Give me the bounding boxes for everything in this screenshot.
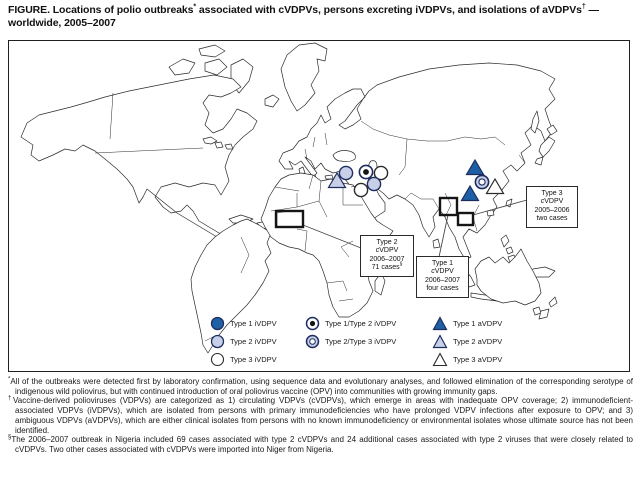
legend-item-type1-type2-ivdpv: Type 1/Type 2 iVDPV	[305, 314, 396, 332]
legend-label: Type 2 aVDPV	[453, 336, 503, 346]
map-marker-type2-ivdpv-turkey	[338, 165, 354, 181]
legend-item-type1-avdpv: Type 1 aVDPV	[432, 314, 502, 332]
title-footnote-marker-dagger: †	[581, 3, 586, 11]
callout-type-line: Type 3	[541, 190, 563, 197]
title-footnote-marker-asterisk: *	[193, 3, 197, 11]
continent-outlines	[20, 42, 558, 354]
map-marker-type3-ivdpv-caspian	[373, 165, 389, 181]
legend-item-type3-ivdpv: Type 3 iVDPV	[210, 350, 277, 368]
type1-ivdpv-circle-icon	[210, 316, 225, 330]
legend-label: Type 3 iVDPV	[230, 354, 277, 364]
callout-type3-cvdpv: Type 3 cVDPV 2005–2006 two cases	[526, 186, 578, 228]
legend-column-ivdpv-solid: Type 1 iVDPV Type 2 iVDPV Type 3 iVDPV	[210, 314, 277, 368]
leader-type3	[472, 199, 528, 216]
outbreak-box-west-africa	[274, 209, 305, 229]
legend-label: Type 2/Type 3 iVDPV	[325, 336, 397, 346]
type3-ivdpv-circle-icon	[210, 352, 225, 366]
map-marker-type2-ivdpv-iran	[366, 176, 382, 192]
callout-years-line: 2006–2007	[424, 276, 461, 284]
legend-item-type1-ivdpv: Type 1 iVDPV	[210, 314, 277, 332]
callout-cases-line: four cases	[426, 285, 459, 293]
callout-type1-cvdpv: Type 1 cVDPV 2006–2007 four cases	[416, 256, 469, 298]
callout-virus-line: cVDPV	[375, 247, 399, 255]
footnote-dagger: †Vaccine-derived polioviruses (VDPVs) ar…	[8, 395, 633, 435]
legend-label: Type 1/Type 2 iVDPV	[325, 318, 397, 328]
outbreak-box-southeast-asia-west	[438, 196, 459, 217]
map-marker-type2-avdpv-middle-east	[327, 171, 347, 189]
map-marker-type3-avdpv-china-east	[485, 177, 505, 195]
legend-label: Type 1 iVDPV	[230, 318, 277, 328]
leader-type2	[302, 224, 362, 249]
callout-years-line: 2006–2007	[369, 255, 405, 263]
legend-label: Type 1 aVDPV	[453, 318, 503, 328]
legend-item-type3-avdpv: Type 3 aVDPV	[432, 350, 502, 368]
callout-type-line: Type 1	[431, 260, 453, 267]
footnotes-block: *All of the outbreaks were detected firs…	[8, 376, 633, 455]
callout-virus-line: cVDPV	[540, 198, 564, 206]
legend-item-type2-type3-ivdpv: Type 2/Type 3 iVDPV	[305, 332, 396, 350]
type1-avdpv-triangle-icon	[432, 315, 448, 330]
footnote-section: §The 2006–2007 outbreak in Nigeria inclu…	[8, 434, 633, 454]
type2-ivdpv-circle-icon	[210, 334, 225, 348]
legend-column-ivdpv-mixed: Type 1/Type 2 iVDPV Type 2/Type 3 iVDPV	[305, 314, 396, 350]
callout-years-line: 2005–2006	[534, 206, 570, 214]
data-marker-layer	[274, 158, 528, 258]
type3-avdpv-triangle-icon	[432, 351, 448, 366]
title-text-2: associated with cVDPVs, persons excretin…	[196, 4, 582, 16]
world-map	[20, 42, 558, 354]
map-marker-type1-avdpv-china-north	[465, 158, 485, 176]
callout-cases-line: two cases	[536, 215, 568, 223]
world-map-panel: Type 2 cVDPV 2006–2007 71 cases§ Type 1 …	[8, 40, 630, 372]
legend-item-type2-avdpv: Type 2 aVDPV	[432, 332, 502, 350]
title-text-3: — worldwide, 2005–2007	[8, 4, 599, 29]
legend-column-avdpv: Type 1 aVDPV Type 2 aVDPV Type 3 aVDPV	[432, 314, 502, 368]
country-borders	[94, 92, 526, 342]
callout-type-line: Type 2	[376, 239, 398, 246]
legend-label: Type 2 iVDPV	[230, 336, 277, 346]
title-text-1: FIGURE. Locations of polio outbreaks	[8, 4, 194, 16]
type2-type3-ivdpv-double-ring-icon	[305, 334, 320, 348]
map-marker-type3-ivdpv-levant	[353, 182, 369, 198]
callout-virus-line: cVDPV	[431, 268, 454, 276]
legend-label: Type 3 aVDPV	[453, 354, 503, 364]
type2-avdpv-triangle-icon	[432, 333, 448, 348]
outbreak-box-southeast-asia-east	[456, 211, 475, 227]
map-marker-type2-type3-ivdpv-china	[474, 174, 490, 190]
legend-item-type2-ivdpv: Type 2 iVDPV	[210, 332, 277, 350]
footnote-asterisk: *All of the outbreaks were detected firs…	[8, 376, 633, 396]
map-marker-type1-type2-ivdpv-caucasus	[358, 164, 374, 180]
leader-type1	[438, 214, 449, 258]
figure-title: FIGURE. Locations of polio outbreaks* as…	[8, 4, 634, 30]
callout-cases-line: 71 cases§	[371, 261, 403, 272]
callout-type2-cvdpv: Type 2 cVDPV 2006–2007 71 cases§	[360, 235, 414, 277]
map-marker-type1-avdpv-china-south	[460, 184, 480, 202]
type1-type2-ivdpv-ring-dot-icon	[305, 316, 320, 330]
